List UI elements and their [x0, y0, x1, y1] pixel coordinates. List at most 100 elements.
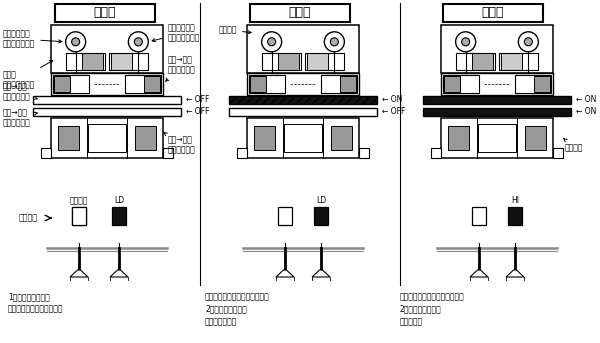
Text: ミッド
ロッカーアーム: ミッド ロッカーアーム [3, 61, 53, 90]
Circle shape [134, 38, 142, 46]
Circle shape [524, 38, 532, 46]
Bar [112, 53, 131, 70]
Bar [472, 53, 493, 70]
Bar [229, 96, 377, 104]
Bar [553, 148, 563, 158]
Bar [441, 118, 553, 158]
Bar [443, 75, 479, 93]
Text: 中速→高速
切り換え油路: 中速→高速 切り換え油路 [3, 108, 37, 128]
Text: ← OFF: ← OFF [382, 107, 406, 117]
Text: 高速バルブタイミング・リフト
2バルブ駆動による
ハイパワー: 高速バルブタイミング・リフト 2バルブ駆動による ハイパワー [400, 292, 465, 326]
Bar [508, 207, 522, 225]
Bar [41, 148, 51, 158]
Text: 駆動カム: 駆動カム [19, 213, 38, 223]
Bar [249, 75, 285, 93]
Text: 低速バルブタイミング・リフト
2バルブ駆動による
中速トルク確保: 低速バルブタイミング・リフト 2バルブ駆動による 中速トルク確保 [205, 292, 270, 326]
Text: ← OFF: ← OFF [186, 95, 209, 105]
Circle shape [128, 32, 148, 52]
Bar [305, 53, 344, 70]
Circle shape [518, 32, 538, 52]
Circle shape [268, 38, 275, 46]
Circle shape [325, 32, 344, 52]
Bar [58, 126, 79, 150]
Text: 低速→中速
切り換え油路: 低速→中速 切り換え油路 [3, 82, 37, 102]
Circle shape [455, 32, 476, 52]
Bar [423, 108, 571, 116]
Bar [72, 207, 86, 225]
Circle shape [71, 38, 80, 46]
Text: 1バルブ休止による
希薄燃焼（リーンバーン）: 1バルブ休止による 希薄燃焼（リーンバーン） [8, 292, 64, 314]
Bar [65, 53, 105, 70]
Text: LD: LD [316, 196, 326, 205]
Text: ← ON: ← ON [576, 95, 596, 105]
Bar [109, 53, 148, 70]
Bar [314, 207, 328, 225]
Text: HI: HI [511, 196, 519, 205]
Circle shape [262, 32, 281, 52]
Text: 中速→高速
切り換えピン: 中速→高速 切り換えピン [164, 133, 196, 155]
Bar [247, 25, 359, 73]
Bar [340, 76, 356, 92]
Bar [88, 124, 126, 152]
Bar [499, 53, 538, 70]
Bar [54, 76, 70, 92]
Bar [237, 148, 247, 158]
Circle shape [331, 38, 338, 46]
Bar [284, 124, 322, 152]
Bar [254, 126, 275, 150]
Bar [444, 76, 460, 92]
Bar [82, 53, 103, 70]
Bar [525, 126, 546, 150]
Bar [262, 53, 301, 70]
Circle shape [65, 32, 86, 52]
Text: 高時速: 高時速 [482, 7, 504, 20]
Text: 低時速: 低時速 [94, 7, 116, 20]
Bar [53, 75, 89, 93]
Bar [502, 53, 521, 70]
Bar [51, 73, 163, 95]
Bar [51, 25, 163, 73]
Text: 中時速: 中時速 [289, 7, 311, 20]
Bar [125, 75, 161, 93]
Bar [250, 4, 350, 22]
Bar [247, 73, 359, 95]
Bar [307, 53, 328, 70]
Text: ← ON: ← ON [382, 95, 403, 105]
Bar [448, 126, 469, 150]
Bar [478, 124, 516, 152]
Bar [250, 76, 266, 92]
Text: LD: LD [114, 196, 124, 205]
Bar [278, 207, 292, 225]
Bar [247, 118, 359, 158]
Bar [431, 148, 441, 158]
Bar [72, 207, 86, 225]
Bar [321, 75, 357, 93]
Bar [441, 73, 553, 95]
Text: ピン移動: ピン移動 [218, 25, 251, 35]
Text: 低速→中速
切り換えピン: 低速→中速 切り換えピン [166, 55, 196, 81]
Text: 休止カム: 休止カム [70, 196, 88, 205]
Text: ← OFF: ← OFF [186, 107, 209, 117]
Polygon shape [110, 270, 128, 277]
Bar [229, 96, 377, 104]
Polygon shape [276, 270, 294, 277]
Bar [163, 148, 173, 158]
Bar [423, 96, 571, 104]
Bar [441, 25, 553, 73]
Text: ピン移動: ピン移動 [564, 139, 583, 153]
Bar [229, 108, 377, 116]
Bar [472, 207, 486, 225]
Bar [55, 4, 155, 22]
Bar [33, 108, 181, 116]
Bar [112, 207, 126, 225]
Bar [455, 53, 495, 70]
Polygon shape [70, 270, 88, 277]
Text: プライマリー
ロッカーアーム: プライマリー ロッカーアーム [152, 23, 200, 43]
Bar [145, 76, 160, 92]
Bar [535, 76, 550, 92]
Text: セカンダリー
ロッカーアーム: セカンダリー ロッカーアーム [3, 29, 62, 49]
Bar [443, 4, 543, 22]
Text: ← ON: ← ON [576, 107, 596, 117]
Bar [515, 75, 551, 93]
Circle shape [461, 38, 470, 46]
